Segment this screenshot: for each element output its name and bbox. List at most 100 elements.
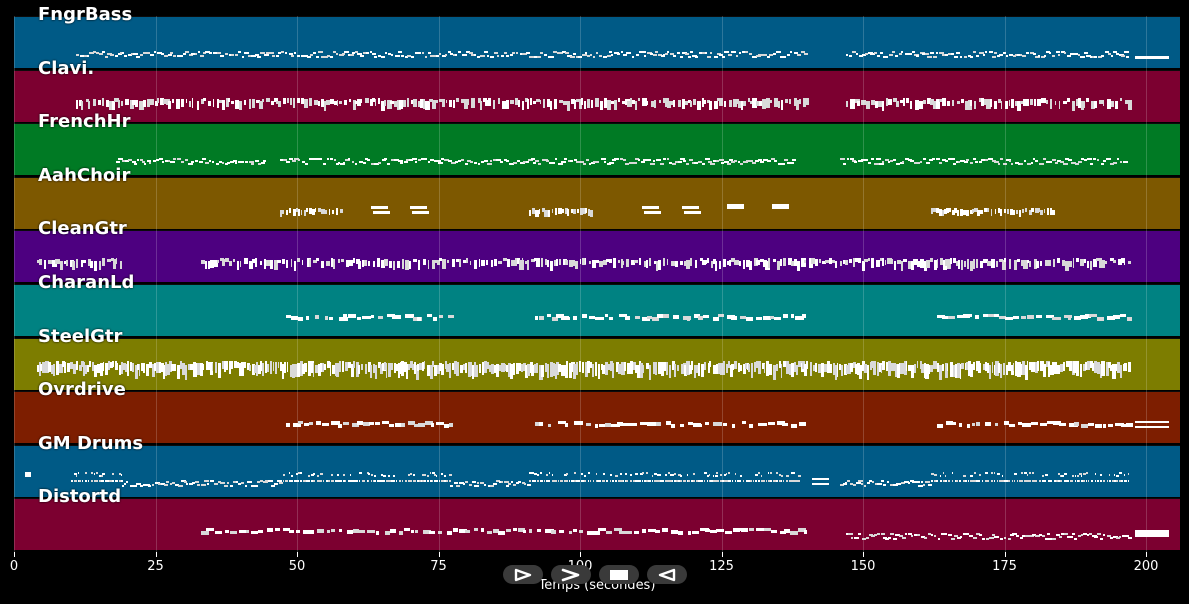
note	[658, 99, 662, 103]
note	[557, 163, 563, 166]
stop-button[interactable]	[599, 565, 639, 584]
note	[93, 261, 97, 272]
note	[650, 163, 656, 166]
note	[558, 99, 563, 103]
note	[871, 258, 874, 269]
note	[783, 258, 786, 267]
note	[534, 316, 539, 320]
note	[887, 258, 892, 265]
note	[547, 314, 552, 317]
note	[307, 479, 310, 482]
note	[412, 473, 416, 476]
note	[496, 363, 500, 377]
play-button[interactable]	[503, 565, 543, 584]
note	[156, 97, 160, 103]
fast-forward-button[interactable]	[551, 565, 591, 584]
note	[727, 479, 730, 482]
note	[522, 530, 527, 534]
note	[686, 479, 690, 482]
note	[1071, 479, 1074, 482]
note	[980, 209, 984, 214]
note	[290, 259, 293, 268]
note	[297, 479, 299, 482]
note	[1012, 209, 1015, 215]
note	[633, 531, 640, 535]
note	[649, 479, 652, 482]
note	[1057, 160, 1062, 163]
note	[51, 364, 55, 374]
note	[1103, 160, 1107, 163]
note	[236, 261, 239, 271]
note	[815, 259, 818, 267]
note	[514, 258, 518, 267]
note	[525, 161, 530, 164]
note	[409, 360, 414, 368]
note	[719, 479, 723, 482]
note	[331, 364, 336, 374]
note	[438, 162, 444, 165]
rewind-button[interactable]	[647, 565, 687, 584]
note	[673, 55, 676, 57]
note	[118, 158, 123, 161]
note	[796, 479, 799, 482]
note	[739, 479, 742, 482]
note	[1030, 98, 1033, 105]
note	[990, 208, 993, 216]
note	[1045, 99, 1049, 104]
note	[620, 158, 623, 161]
note	[1059, 423, 1066, 427]
note	[1097, 159, 1100, 162]
note	[440, 472, 443, 475]
note	[611, 159, 617, 162]
note	[780, 56, 785, 58]
note	[726, 472, 728, 475]
note	[383, 158, 388, 161]
note	[546, 160, 550, 163]
note	[266, 97, 270, 102]
note	[361, 260, 364, 268]
note	[544, 209, 548, 217]
note	[945, 160, 949, 163]
note	[463, 98, 469, 109]
note	[288, 53, 293, 55]
note	[697, 316, 703, 320]
note	[513, 362, 515, 375]
note	[154, 362, 157, 371]
note	[1044, 479, 1047, 482]
note	[1012, 533, 1018, 536]
track-lane: Distortd	[14, 486, 1180, 551]
note	[741, 528, 748, 533]
note	[410, 205, 428, 209]
note	[394, 159, 399, 162]
note	[414, 530, 418, 534]
note	[390, 100, 395, 104]
note	[474, 54, 477, 56]
note	[910, 100, 913, 109]
note	[553, 51, 558, 53]
note	[986, 98, 991, 109]
note	[1058, 536, 1063, 539]
note	[195, 53, 198, 55]
note	[208, 361, 211, 370]
note	[589, 209, 594, 217]
note	[695, 56, 699, 58]
note	[546, 260, 550, 268]
note	[455, 161, 458, 164]
note	[1031, 422, 1038, 426]
note	[854, 258, 859, 263]
note	[142, 362, 145, 373]
note	[772, 364, 777, 380]
note	[890, 362, 894, 371]
note	[926, 162, 931, 165]
note	[336, 479, 340, 482]
note	[854, 537, 860, 540]
note	[895, 363, 898, 377]
note	[1041, 97, 1046, 103]
note	[320, 362, 323, 372]
track-name: CharanLd	[38, 272, 135, 293]
note	[414, 52, 419, 54]
note	[444, 360, 447, 369]
note	[78, 99, 83, 106]
note	[625, 52, 630, 54]
